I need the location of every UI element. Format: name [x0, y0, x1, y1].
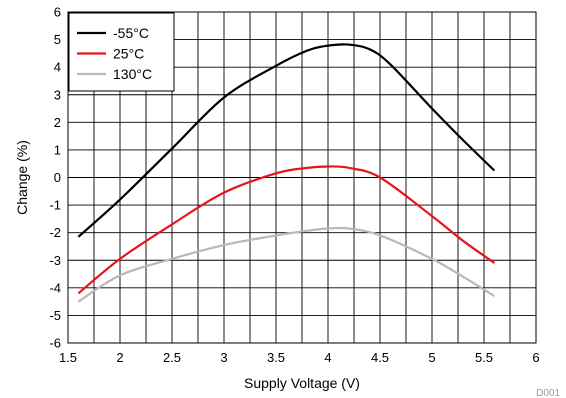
x-tick-label: 2.5 [163, 350, 181, 365]
y-tick-label: -3 [49, 253, 61, 268]
x-tick-label: 3 [220, 350, 227, 365]
series-line-3 [77, 226, 495, 303]
y-tick-label: 4 [54, 60, 61, 75]
y-tick-labels: -6 -5 -4 -3 -2 -1 0 1 2 3 4 5 6 [49, 5, 61, 351]
grid [68, 12, 536, 343]
x-axis-title: Supply Voltage (V) [244, 375, 360, 391]
legend: -55°C 25°C 130°C [68, 12, 175, 92]
y-axis-title: Change (%) [14, 140, 30, 215]
y-tick-label: 3 [54, 87, 61, 102]
x-tick-labels: 1.5 2 2.5 3 3.5 4 4.5 5 5.5 6 [59, 350, 540, 365]
y-tick-label: -5 [49, 308, 61, 323]
legend-label: 130°C [113, 66, 152, 82]
x-tick-label: 6 [532, 350, 539, 365]
legend-box [68, 12, 175, 92]
x-tick-label: 4.5 [371, 350, 389, 365]
y-tick-label: 6 [54, 5, 61, 20]
series-lines [77, 43, 496, 303]
legend-label: 25°C [113, 46, 144, 62]
y-tick-label: -2 [49, 225, 61, 240]
x-tick-label: 4 [324, 350, 331, 365]
y-tick-label: 0 [54, 170, 61, 185]
x-tick-label: 5.5 [475, 350, 493, 365]
y-tick-label: -1 [49, 198, 61, 213]
x-tick-label: 2 [116, 350, 123, 365]
y-tick-label: 5 [54, 32, 61, 47]
figure-id-label: D001 [536, 388, 560, 398]
legend-label: -55°C [113, 25, 149, 41]
series-line-1 [77, 43, 496, 238]
y-tick-label: -4 [49, 280, 61, 295]
x-tick-label: 5 [428, 350, 435, 365]
y-tick-label: 2 [54, 115, 61, 130]
y-tick-label: 1 [54, 142, 61, 157]
y-tick-label: -6 [49, 336, 61, 351]
plot-frame [67, 11, 537, 344]
series-line-2 [77, 165, 496, 295]
x-tick-label: 3.5 [267, 350, 285, 365]
x-tick-label: 1.5 [59, 350, 77, 365]
